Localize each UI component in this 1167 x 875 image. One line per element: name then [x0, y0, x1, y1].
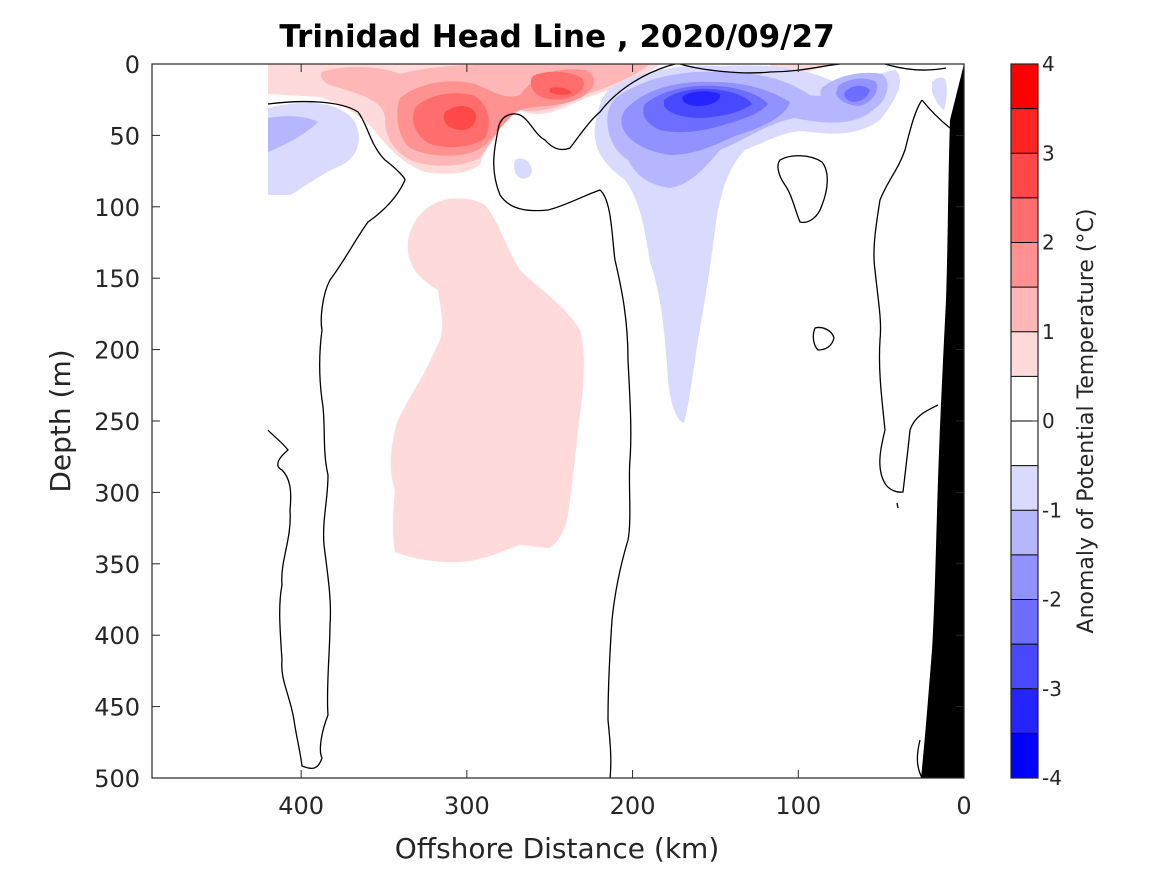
colorbar-segment [1011, 599, 1038, 645]
colorbar-tick-label: 2 [1042, 231, 1055, 255]
colorbar-segment [1011, 644, 1038, 689]
x-tick-label: 0 [956, 792, 971, 820]
warm-anomaly-deep [390, 198, 584, 563]
x-tick-label: 300 [444, 792, 490, 820]
zero-contour-small-loop [812, 326, 835, 351]
colorbar-tick-label: 4 [1042, 52, 1055, 76]
y-tick-label: 350 [94, 551, 140, 579]
zero-contour-eastern [873, 99, 939, 493]
zero-contours [267, 64, 951, 778]
y-tick-label: 250 [94, 408, 140, 436]
bathymetry-shelf [921, 64, 964, 778]
colorbar-segment [1011, 465, 1038, 511]
y-tick-label: 150 [94, 265, 140, 293]
chart-title: Trinidad Head Line , 2020/09/27 [279, 19, 834, 55]
colorbar-segment [1011, 510, 1038, 555]
colorbar-tick-label: 1 [1042, 320, 1055, 344]
y-tick-label: 200 [94, 337, 140, 365]
cold-anomaly-main-peak [682, 91, 721, 106]
zero-contour-upper-east [679, 64, 947, 74]
zero-contour-loop [777, 155, 828, 224]
y-tick-label: 0 [125, 51, 140, 79]
colorbar-segment [1011, 376, 1038, 421]
y-tick-label: 500 [94, 765, 140, 793]
x-axis: 400 300 200 100 0 [278, 64, 972, 820]
cold-anomaly-east-3 [844, 85, 870, 102]
colorbar-segment [1011, 242, 1038, 288]
cold-anomaly-nearshore [932, 77, 947, 110]
colorbar-segment [1011, 554, 1038, 600]
y-tick-label: 450 [94, 694, 140, 722]
warm-anomaly-core-west-peak [443, 106, 476, 130]
zero-contour-center [493, 64, 676, 778]
colorbar-tick-label: -1 [1042, 498, 1062, 522]
y-tick-label: 100 [94, 194, 140, 222]
y-tick-label: 300 [94, 479, 140, 507]
zero-contour-western [267, 100, 406, 770]
x-tick-label: 100 [775, 792, 821, 820]
colorbar-segment [1011, 688, 1038, 734]
x-axis-label: Offshore Distance (km) [395, 832, 720, 865]
colorbar-label: Anomaly of Potential Temperature (°C) [1074, 209, 1099, 634]
y-axis: 0 50 100 150 200 250 300 350 400 450 500 [94, 51, 964, 793]
colorbar-tick-label: -2 [1042, 588, 1062, 612]
cold-anomaly-west-core [268, 116, 318, 152]
x-tick-label: 200 [610, 792, 656, 820]
colorbar-segment [1011, 733, 1038, 778]
colorbar: -4 -3 -2 -1 0 1 2 3 4 [1010, 52, 1062, 790]
zero-contour-tiny [896, 502, 899, 509]
y-axis-label: Depth (m) [44, 349, 77, 492]
colorbar-segment [1011, 421, 1038, 466]
colorbar-segment [1011, 108, 1038, 154]
y-tick-label: 50 [109, 122, 140, 150]
colorbar-segment [1011, 287, 1038, 332]
warm-anomaly-core-east-peak [550, 87, 572, 95]
colorbar-segment [1011, 331, 1038, 377]
zero-contour-bottom-east [916, 739, 923, 778]
cold-anomaly-small [514, 158, 532, 179]
colorbar-segment [1011, 197, 1038, 243]
colorbar-tick-label: 3 [1042, 141, 1055, 165]
colorbar-segment [1011, 64, 1038, 109]
x-tick-label: 400 [278, 792, 324, 820]
colorbar-tick-label: -3 [1042, 677, 1062, 701]
zero-contour-east-upper-right [921, 99, 951, 129]
contour-fills [267, 64, 964, 778]
y-tick-label: 400 [94, 622, 140, 650]
colorbar-tick-label: -4 [1042, 766, 1062, 790]
colorbar-tick-label: 0 [1042, 409, 1055, 433]
colorbar-segment [1011, 153, 1038, 198]
